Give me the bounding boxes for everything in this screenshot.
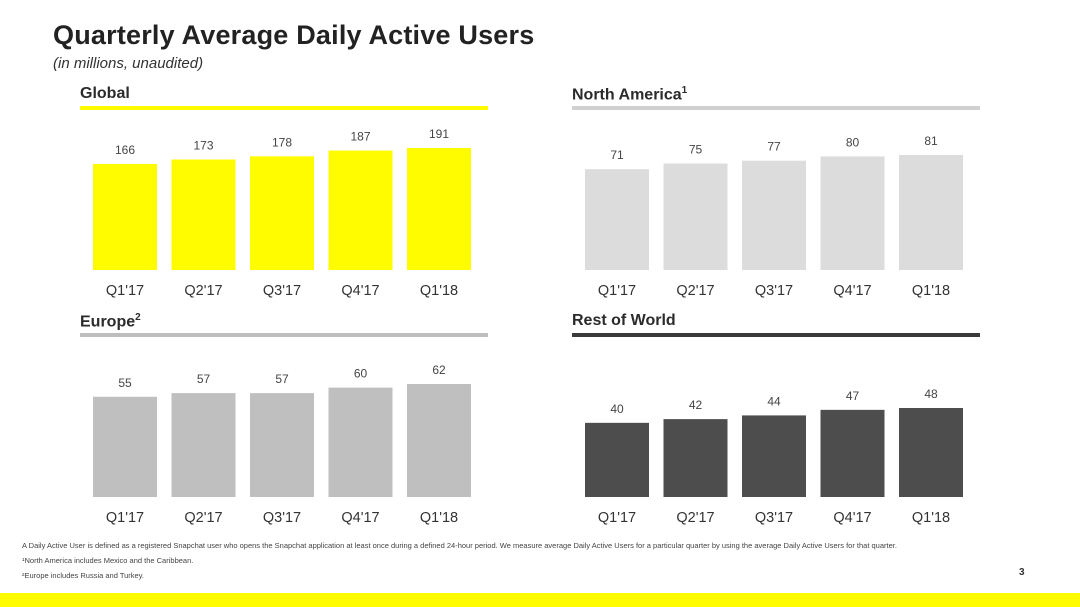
x-tick-label: Q2'17: [184, 510, 222, 526]
panel-title-text: North America: [572, 86, 682, 104]
bar-Q4'17: [820, 156, 885, 270]
footnotes: A Daily Active User is defined as a regi…: [22, 540, 972, 581]
page-subtitle: (in millions, unaudited): [53, 55, 204, 72]
x-tick-label: Q1'18: [912, 510, 950, 526]
x-tick-label: Q1'18: [420, 510, 458, 526]
data-label: 75: [689, 143, 703, 157]
footnote-definition: A Daily Active User is defined as a regi…: [22, 541, 897, 550]
data-label: 60: [354, 367, 368, 381]
data-label: 187: [350, 130, 370, 144]
footnote-2: ²Europe includes Russia and Turkey.: [22, 571, 145, 580]
panel-title-underline: [572, 106, 980, 110]
bar-Q3'17: [742, 160, 806, 270]
bar-Q4'17: [820, 409, 885, 497]
bar-Q3'17: [250, 393, 314, 497]
brand-bottom-bar: [0, 593, 1080, 607]
data-label: 166: [115, 143, 135, 157]
panel-north-america: North America1 71 Q1'17 75 Q2'17 77 Q3'17 80 Q4…: [572, 85, 980, 311]
x-tick-label: Q2'17: [676, 510, 714, 526]
panel-title-global: Global: [80, 85, 130, 103]
x-tick-label: Q1'17: [598, 283, 636, 299]
page-number: 3: [1019, 567, 1025, 578]
data-label: 71: [610, 148, 624, 162]
x-tick-label: Q1'18: [912, 283, 950, 299]
footnote-1: ¹North America includes Mexico and the C…: [22, 556, 194, 565]
panel-rest-of-world: Rest of World 40 Q1'17 42 Q2'17 44 Q3'17 47 Q4'…: [572, 312, 980, 538]
data-label: 81: [924, 134, 938, 148]
panel-title-underline: [572, 333, 980, 337]
page-title: Quarterly Average Daily Active Users: [53, 20, 535, 50]
bar-Q1'17: [585, 169, 649, 270]
data-label: 173: [193, 138, 213, 152]
panel-title-europe: Europe2: [80, 312, 141, 331]
bar-Q3'17: [742, 415, 806, 497]
x-tick-label: Q1'17: [106, 510, 144, 526]
bar-Q1'18: [407, 384, 471, 497]
bar-chart-rest-of-world: 40 Q1'17 42 Q2'17 44 Q3'17 47 Q4'17 48 Q1'18: [585, 387, 963, 526]
bar-Q1'18: [899, 408, 963, 497]
bar-Q1'17: [93, 163, 157, 270]
data-label: 191: [429, 127, 449, 141]
panel-title-text: Rest of World: [572, 312, 676, 329]
data-label: 48: [924, 387, 938, 401]
panel-title-rest-of-world: Rest of World: [572, 312, 676, 330]
x-tick-label: Q3'17: [263, 510, 301, 526]
bar-Q1'17: [93, 396, 157, 497]
data-label: 47: [846, 389, 860, 403]
data-label: 40: [610, 402, 624, 416]
bar-Q4'17: [328, 387, 393, 497]
x-tick-label: Q3'17: [755, 510, 793, 526]
x-tick-label: Q2'17: [676, 283, 714, 299]
footnote-marker: 2: [135, 312, 141, 323]
data-label: 80: [846, 135, 860, 149]
data-label: 62: [432, 363, 446, 377]
panel-title-text: Global: [80, 85, 130, 102]
x-tick-label: Q1'17: [106, 283, 144, 299]
data-label: 42: [689, 398, 703, 412]
panel-title-north-america: North America1: [572, 85, 687, 104]
x-tick-label: Q4'17: [341, 510, 379, 526]
panel-title-underline: [80, 333, 488, 337]
bar-Q2'17: [171, 393, 236, 497]
bar-Q3'17: [250, 156, 314, 270]
bar-chart-north-america: 71 Q1'17 75 Q2'17 77 Q3'17 80 Q4'17 81 Q1'18: [585, 134, 963, 299]
x-tick-label: Q3'17: [755, 283, 793, 299]
x-tick-label: Q4'17: [341, 283, 379, 299]
x-tick-label: Q4'17: [833, 283, 871, 299]
bar-Q2'17: [663, 163, 728, 270]
bar-Q4'17: [328, 150, 393, 270]
bar-chart-global: 166 Q1'17 173 Q2'17 178 Q3'17 187 Q4'17 191 Q1'18: [93, 127, 471, 299]
panel-title-text: Europe: [80, 313, 136, 331]
bar-Q2'17: [171, 159, 236, 270]
panel-europe: Europe2 55 Q1'17 57 Q2'17 57 Q3'17 60 Q4'17 62 Q1…: [80, 312, 488, 538]
bar-Q1'18: [407, 148, 471, 270]
data-label: 55: [118, 376, 132, 390]
x-tick-label: Q1'18: [420, 283, 458, 299]
panel-global: Global 166 Q1'17 173 Q2'17 178 Q3'17 187 Q4'17 1…: [80, 85, 488, 311]
bar-Q1'17: [585, 422, 649, 497]
bar-Q2'17: [663, 419, 728, 497]
x-tick-label: Q4'17: [833, 510, 871, 526]
panel-title-underline: [80, 106, 488, 110]
footnote-marker: 1: [681, 85, 688, 96]
data-label: 178: [272, 135, 292, 149]
x-tick-label: Q2'17: [184, 283, 222, 299]
bar-chart-europe: 55 Q1'17 57 Q2'17 57 Q3'17 60 Q4'17 62 Q1'18: [93, 363, 471, 526]
data-label: 44: [767, 394, 781, 408]
x-tick-label: Q1'17: [598, 510, 636, 526]
data-label: 57: [275, 372, 289, 386]
x-tick-label: Q3'17: [263, 283, 301, 299]
bar-Q1'18: [899, 155, 963, 270]
data-label: 77: [767, 140, 781, 154]
data-label: 57: [197, 372, 211, 386]
